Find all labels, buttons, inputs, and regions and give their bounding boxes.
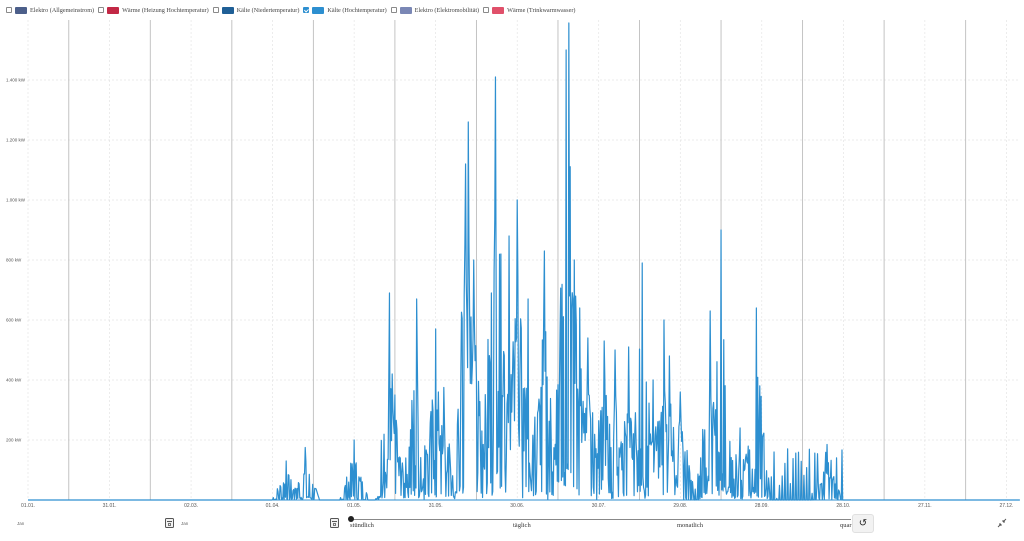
legend-label: Wärme (Trinkwarmwasser) xyxy=(507,6,576,14)
legend-item[interactable]: Elektro (Allgemeinstrom) xyxy=(6,6,95,14)
step-hourly[interactable]: stündlich xyxy=(350,522,374,529)
reset-icon: ↺ xyxy=(858,518,868,529)
legend-swatch xyxy=(221,6,234,14)
legend-swatch xyxy=(399,6,412,14)
resolution-slider-thumb[interactable] xyxy=(348,516,354,522)
legend-checkbox[interactable] xyxy=(483,7,490,13)
legend-label: Elektro (Allgemeinstrom) xyxy=(30,6,95,14)
collapse-icon xyxy=(997,518,1007,528)
x-tick-label: 27.11. xyxy=(918,503,932,509)
legend-item[interactable]: Wärme (Heizung Hochtemperatur) xyxy=(98,6,209,14)
x-tick-label: 31.05. xyxy=(429,503,443,509)
legend-label: Wärme (Heizung Hochtemperatur) xyxy=(122,6,209,14)
collapse-button[interactable] xyxy=(996,517,1008,529)
x-tick-label: 27.12. xyxy=(999,503,1013,509)
start-date-calendar-button[interactable] xyxy=(165,518,174,528)
x-tick-label: 01.04. xyxy=(266,503,280,509)
legend-checkbox[interactable] xyxy=(6,7,12,13)
x-tick-label: 02.03. xyxy=(184,503,198,509)
chart-legend: Elektro (Allgemeinstrom) Wärme (Heizung H… xyxy=(6,4,579,16)
legend-checkbox[interactable] xyxy=(212,7,219,13)
x-tick-label: 28.09. xyxy=(755,503,769,509)
legend-swatch xyxy=(492,6,505,14)
reset-button[interactable]: ↺ xyxy=(852,514,874,533)
legend-checkbox[interactable] xyxy=(98,7,105,13)
y-tick-label: 200 kW xyxy=(6,438,22,443)
energy-chart: 200 kW 400 kW 600 kW 800 kW 1.000 kW 1.200 kW… xyxy=(6,20,1020,509)
x-tick-label: 01.01. xyxy=(21,503,35,509)
legend-item[interactable]: Wärme (Trinkwarmwasser) xyxy=(483,6,576,14)
end-date-calendar-button[interactable] xyxy=(330,518,339,528)
y-tick-label: 1.000 kW xyxy=(6,198,26,203)
legend-item[interactable]: Elektro (Elektromobilität) xyxy=(390,6,480,14)
chart-controls: Jan Jan xyxy=(0,510,1024,541)
step-daily[interactable]: täglich xyxy=(513,522,531,529)
step-monthly[interactable]: monatlich xyxy=(677,522,703,529)
x-tick-label: 30.06. xyxy=(510,503,524,509)
y-tick-label: 600 kW xyxy=(6,318,22,323)
legend-item[interactable]: Kälte (Hochtemperatur) xyxy=(303,6,387,14)
legend-label: Elektro (Elektromobilität) xyxy=(414,6,480,14)
y-tick-label: 1.400 kW xyxy=(6,78,26,83)
series-line-kaelte-hochtemperatur xyxy=(28,22,1020,501)
legend-checkbox[interactable] xyxy=(303,7,310,13)
x-tick-label: 31.01. xyxy=(103,503,117,509)
y-tick-label: 400 kW xyxy=(6,378,22,383)
x-tick-label: 01.05. xyxy=(347,503,361,509)
y-tick-label: 800 kW xyxy=(6,258,22,263)
legend-swatch xyxy=(15,6,27,14)
range-start-label: Jan xyxy=(17,521,25,526)
legend-label: Kälte (Niedertemperatur) xyxy=(236,6,300,14)
range-end-label: Jan xyxy=(181,521,189,526)
resolution-slider-track[interactable] xyxy=(351,518,851,520)
y-tick-label: 1.200 kW xyxy=(6,138,26,143)
legend-swatch xyxy=(312,6,325,14)
legend-swatch xyxy=(107,6,120,14)
x-tick-label: 28.10. xyxy=(836,503,850,509)
x-tick-label: 29.08. xyxy=(673,503,687,509)
step-quarterly[interactable]: quar xyxy=(840,522,852,529)
legend-label: Kälte (Hochtemperatur) xyxy=(327,6,387,14)
legend-item[interactable]: Kälte (Niedertemperatur) xyxy=(212,6,300,14)
legend-checkbox[interactable] xyxy=(390,7,397,13)
x-tick-label: 30.07. xyxy=(592,503,606,509)
